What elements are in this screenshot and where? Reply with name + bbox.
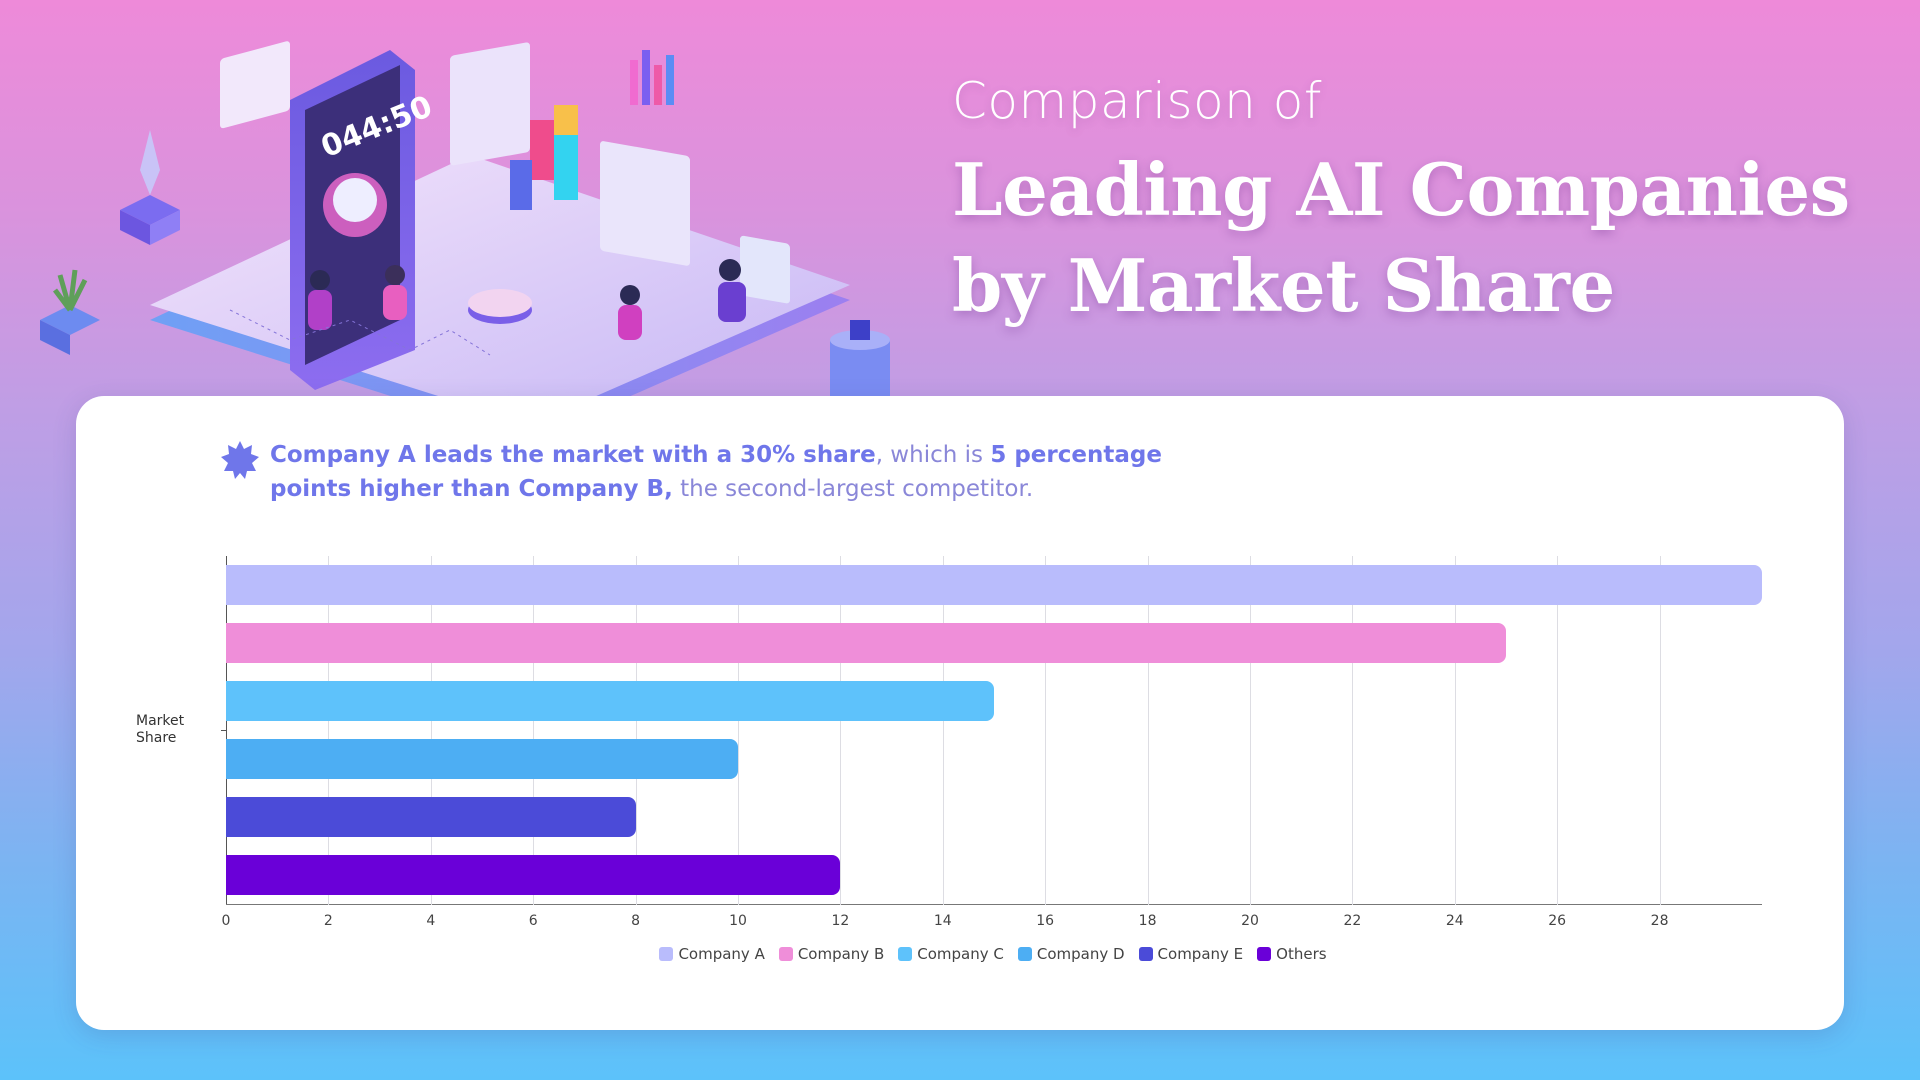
- gridline: [1454, 556, 1456, 905]
- callout-normal-2: the second-largest competitor.: [672, 476, 1034, 502]
- title-block: Comparison of Leading AI Companies by Ma…: [952, 72, 1850, 334]
- x-axis-line: [226, 904, 1762, 905]
- legend-label: Others: [1276, 945, 1327, 963]
- legend-item[interactable]: Company E: [1138, 945, 1244, 963]
- bar-plot-area: [221, 556, 1762, 905]
- legend-label: Company A: [678, 945, 765, 963]
- legend-swatch: [1257, 947, 1272, 961]
- title-line-2: by Market Share: [952, 243, 1615, 328]
- insight-callout: Company A leads the market with a 30% sh…: [220, 438, 1170, 506]
- x-tick-label: 28: [1650, 913, 1669, 929]
- gridline: [430, 556, 432, 905]
- gridline: [738, 556, 739, 905]
- gridline: [635, 556, 637, 905]
- x-tick-label: 12: [831, 913, 850, 929]
- legend-item[interactable]: Company C: [898, 945, 1004, 963]
- gridline: [1659, 556, 1661, 905]
- x-tick-label: 4: [426, 913, 436, 929]
- gridline: [942, 556, 944, 905]
- x-tick-label: 18: [1138, 913, 1157, 929]
- y-axis-label: Market Share: [136, 713, 196, 747]
- x-tick-label: 0: [221, 913, 231, 929]
- legend-label: Company B: [797, 945, 885, 963]
- x-tick-label: 2: [323, 913, 333, 929]
- y-axis-tick: [221, 730, 226, 731]
- gridline: [1352, 556, 1354, 905]
- x-tick-label: 14: [933, 913, 952, 929]
- page-title: Leading AI Companies by Market Share: [952, 142, 1850, 334]
- bar-company-e[interactable]: [226, 797, 636, 837]
- bar-company-b[interactable]: [226, 623, 1506, 663]
- starburst-icon: [221, 441, 259, 479]
- callout-normal-1: , which is: [875, 442, 991, 468]
- chart-card: Company A leads the market with a 30% sh…: [76, 396, 1844, 1030]
- bar-company-d[interactable]: [226, 739, 738, 779]
- x-tick-label: 24: [1445, 913, 1464, 929]
- legend-swatch: [1017, 947, 1032, 961]
- gridline: [328, 556, 330, 905]
- legend-swatch: [659, 947, 674, 961]
- legend-swatch: [1138, 947, 1153, 961]
- x-tick-label: 8: [631, 913, 641, 929]
- x-tick-label: 6: [528, 913, 538, 929]
- x-tick-label: 20: [1241, 913, 1259, 929]
- gridline: [1557, 556, 1559, 905]
- callout-bold-1: Company A leads the market with a 30% sh…: [270, 442, 876, 468]
- callout-bold-2: 5 percentage points higher than Company …: [270, 442, 1162, 502]
- bar-company-a[interactable]: [226, 565, 1762, 605]
- title-line-1: Leading AI Companies: [952, 147, 1850, 232]
- legend-label: Company C: [917, 945, 1004, 963]
- gridline: [840, 556, 842, 905]
- chart-legend: Company A Company B Company C Company D Comp…: [76, 945, 1844, 963]
- title-prefix: Comparison of: [952, 72, 1322, 130]
- x-axis-tick-labels: 0 2 4 6 8 10 12 14 16 18 20 22 24 26 28: [222, 913, 1762, 933]
- gridline: [1250, 556, 1251, 905]
- y-axis-label-text: Market Share: [136, 713, 185, 746]
- bar-company-c[interactable]: [226, 681, 994, 721]
- gridline: [1045, 556, 1047, 905]
- x-tick-label: 26: [1548, 913, 1567, 929]
- gridline: [533, 556, 535, 905]
- bar-others[interactable]: [226, 855, 841, 895]
- y-axis-line: [226, 556, 227, 905]
- legend-item[interactable]: Company B: [778, 945, 885, 963]
- isometric-ai-illustration: 044:50: [40, 41, 890, 400]
- legend-item[interactable]: Company A: [659, 945, 765, 963]
- callout-text: Company A leads the market with a 30% sh…: [270, 438, 1170, 506]
- x-tick-label: 16: [1036, 913, 1055, 929]
- legend-label: Company E: [1157, 945, 1244, 963]
- legend-swatch: [778, 947, 793, 961]
- x-tick-label: 22: [1343, 913, 1362, 929]
- gridline: [1147, 556, 1149, 905]
- legend-label: Company D: [1036, 945, 1125, 963]
- legend-item[interactable]: Company D: [1017, 945, 1125, 963]
- legend-item[interactable]: Others: [1257, 945, 1327, 963]
- legend-swatch: [898, 947, 913, 961]
- x-tick-label: 10: [729, 913, 747, 929]
